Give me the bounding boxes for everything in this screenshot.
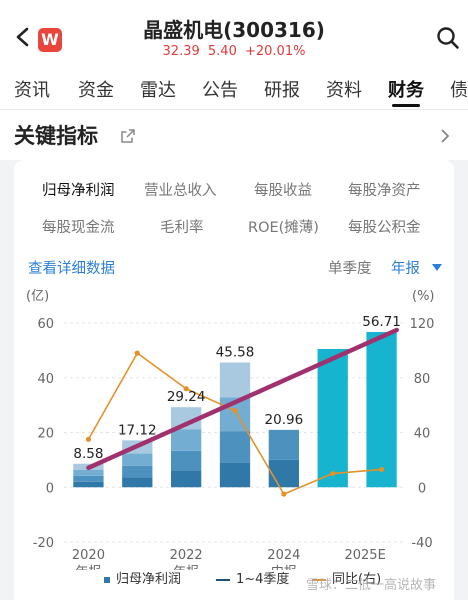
legend-net-profit-label: 归母净利润 (116, 572, 182, 587)
active-tab-indicator (392, 104, 420, 107)
legend-quarters-label: 1~4季度 (236, 572, 290, 587)
x-tick-sublabel: 中报 (271, 565, 297, 570)
bar-segment (73, 481, 104, 488)
bar-segment (219, 462, 251, 488)
stock-title: 晶盛机电(300316) (143, 18, 325, 42)
app-logo[interactable]: W (38, 28, 62, 52)
bar-segment (73, 475, 104, 482)
x-tick-sublabel: 年报 (75, 565, 101, 570)
yoy-point (134, 350, 140, 356)
legend-marker-net-profit (104, 576, 110, 583)
right-tick-label: -40 (411, 536, 432, 551)
stock-change: 5.40 (207, 44, 237, 59)
x-tick-label: 2022 (170, 548, 203, 563)
bar-segment (122, 477, 153, 488)
bar-segment (170, 407, 202, 430)
bar-segment (122, 453, 153, 466)
left-tick-label: -20 (33, 536, 54, 551)
chart-legend: 归母净利润 1~4季度 同比(右) (14, 564, 454, 588)
tab-funds[interactable]: 资金 (78, 80, 114, 101)
left-tick-label: 60 (37, 317, 54, 332)
bar-segment (170, 450, 202, 471)
bar-forecast (366, 332, 397, 488)
metric-net-profit[interactable]: 归母净利润 (42, 183, 115, 199)
tab-news[interactable]: 资讯 (14, 80, 50, 101)
tab-finance[interactable]: 财务 (388, 80, 424, 101)
metric-gross-margin[interactable]: 毛利率 (160, 220, 204, 236)
chevron-right-icon[interactable] (438, 128, 452, 144)
bar-segment (268, 459, 300, 488)
x-tick-label: 2024 (267, 548, 300, 563)
yoy-point (378, 466, 385, 473)
search-icon[interactable] (436, 26, 460, 50)
bar-value-label: 17.12 (118, 422, 157, 438)
stock-price: 32.39 (162, 44, 200, 59)
left-unit-label: (亿) (26, 289, 49, 304)
right-tick-label: 80 (414, 372, 431, 387)
stock-quote: 32.39 5.40 +20.01% (0, 44, 468, 59)
yoy-point (330, 470, 336, 477)
stock-change-pct: +20.01% (244, 44, 306, 59)
left-tick-label: 20 (37, 427, 54, 442)
legend-marker-quarters (216, 578, 230, 581)
bar-segment (170, 429, 202, 451)
back-arrow-icon[interactable] (12, 26, 34, 48)
bar-segment (73, 470, 104, 476)
bar-segment (122, 465, 153, 478)
legend-net-profit: 归母净利润 (104, 568, 181, 587)
bar-forecast (317, 349, 348, 488)
view-details-link[interactable]: 查看详细数据 (28, 261, 115, 277)
tab-radar[interactable]: 雷达 (140, 80, 176, 101)
yoy-point (85, 436, 92, 442)
right-tick-label: 120 (410, 317, 435, 332)
legend-quarters: 1~4季度 (216, 568, 289, 587)
bar-segment (219, 431, 251, 463)
dropdown-icon[interactable] (432, 264, 442, 271)
tab-bonds[interactable]: 债 (450, 80, 468, 101)
yoy-point (281, 491, 287, 497)
legend-yoy: 同比(右) (312, 568, 381, 587)
tab-research[interactable]: 研报 (264, 80, 300, 101)
left-tick-label: 40 (37, 372, 54, 387)
right-tick-label: 0 (418, 481, 426, 496)
legend-yoy-label: 同比(右) (332, 572, 382, 587)
bar-value-label: 8.58 (73, 446, 103, 462)
bar-value-label: 20.96 (265, 412, 304, 428)
metric-revenue[interactable]: 营业总收入 (144, 183, 217, 199)
net-profit-chart: 8.58 17.12 29.24 45.58 20.96 56.71 60 40 20 0 -20… (26, 289, 435, 570)
legend-marker-yoy (312, 578, 326, 581)
metric-roe[interactable]: ROE(摊薄) (248, 220, 319, 236)
x-tick-label: 2020 (72, 548, 105, 563)
yoy-point (232, 408, 238, 414)
section-title: 关键指标 (14, 124, 98, 148)
share-icon[interactable] (120, 128, 136, 144)
bar-segment (268, 429, 300, 460)
x-tick-sublabel: 年报 (173, 565, 199, 570)
trend-line (86, 327, 399, 471)
x-tick-label: 2025E (344, 548, 385, 563)
period-selector[interactable]: 单季度 (328, 261, 372, 277)
key-metrics-card: 归母净利润 营业总收入 每股收益 每股净资产 每股现金流 毛利率 ROE(摊薄)… (14, 160, 454, 600)
right-unit-label: (%) (412, 289, 435, 304)
bar-value-label: 45.58 (216, 344, 255, 360)
tab-bar: 资讯 资金 雷达 公告 研报 资料 财务 债 (0, 64, 468, 110)
section-header: 关键指标 (0, 110, 468, 160)
bar-value-label: 56.71 (362, 314, 401, 330)
yoy-point (183, 386, 189, 392)
metric-capital-reserve[interactable]: 每股公积金 (348, 220, 421, 236)
tab-announcements[interactable]: 公告 (202, 80, 238, 101)
bar-value-label: 29.24 (167, 389, 206, 405)
bar-segment (219, 362, 251, 398)
metric-bvps[interactable]: 每股净资产 (348, 183, 421, 199)
left-tick-label: 0 (46, 481, 54, 496)
metric-eps[interactable]: 每股收益 (254, 183, 312, 199)
right-tick-label: 40 (414, 427, 431, 442)
report-type-selector[interactable]: 年报 (391, 261, 420, 277)
bar-segment (170, 470, 202, 488)
tab-profile[interactable]: 资料 (326, 80, 362, 101)
app-header: W 晶盛机电(300316) 32.39 5.40 +20.01% (0, 0, 468, 64)
metric-cash-flow-per-share[interactable]: 每股现金流 (42, 220, 115, 236)
watermark: 雪球：二低一高说故事 (306, 578, 437, 593)
